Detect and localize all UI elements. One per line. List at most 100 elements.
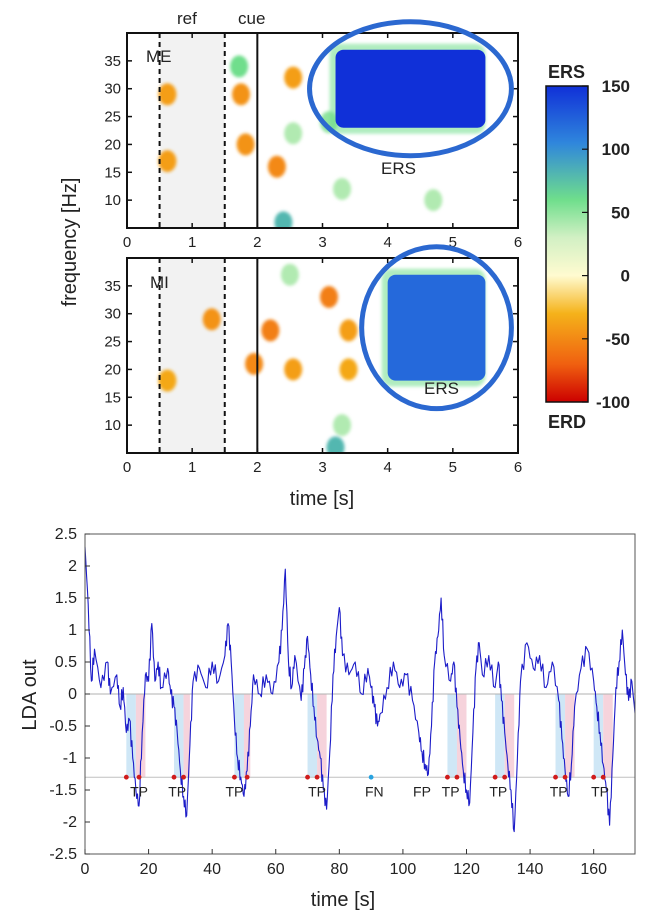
ers-region-mi [387, 274, 486, 381]
event-marker [445, 774, 450, 780]
y-tick-label: 20 [104, 361, 121, 378]
x-tick-label: 100 [390, 861, 417, 878]
event-marker [553, 774, 558, 780]
event-marker [244, 774, 250, 780]
y-tick-label: 0 [68, 686, 77, 703]
lda-reference-lines [85, 693, 635, 778]
event-marker [368, 774, 374, 780]
detection-window-pink [565, 694, 575, 778]
ers-annotation-me: ERS [381, 159, 416, 178]
colorbar-tick-label: -100 [596, 393, 630, 412]
x-tick-label: 5 [449, 459, 457, 476]
y-tick-label: 2 [68, 558, 77, 575]
detection-window-pink [504, 694, 515, 778]
x-tick-label: 2 [253, 459, 261, 476]
event-marker [502, 774, 508, 780]
heatmap-blob-me [158, 83, 177, 106]
y-tick-label: -1.5 [49, 782, 77, 799]
y-tick-label: 20 [104, 136, 121, 153]
heatmap-me-blobs [158, 33, 486, 228]
event-marker [123, 774, 129, 780]
x-tick-label: 0 [123, 459, 131, 476]
heatmap-blob-me [284, 122, 303, 145]
y-tick-label: -1 [63, 750, 77, 767]
lda-ylabel: LDA out [19, 659, 41, 731]
x-tick-label: 40 [203, 861, 221, 878]
x-tick-label: 160 [580, 861, 607, 878]
y-tick-label: 15 [104, 164, 121, 181]
heatmap-blob-me [236, 133, 255, 156]
detection-window-blue [174, 694, 184, 778]
event-marker [492, 774, 498, 780]
event-label: FP [413, 783, 431, 799]
event-marker [171, 774, 177, 780]
x-tick-label: 1 [188, 234, 196, 251]
y-tick-label: 35 [104, 53, 121, 70]
event-marker [600, 774, 606, 780]
detection-window-pink [603, 694, 613, 778]
heatmap-blob-mi [284, 358, 303, 381]
event-label: TP [591, 783, 609, 799]
event-marker [454, 774, 460, 780]
colorbar-bottom-label: ERD [548, 412, 586, 432]
y-tick-label: 30 [104, 306, 121, 323]
detection-window-blue [593, 694, 604, 778]
heatmap-blob-mi [158, 369, 177, 392]
x-tick-label: 2 [253, 234, 261, 251]
x-tick-label: 20 [140, 861, 158, 878]
y-tick-label: 15 [104, 389, 121, 406]
event-label: FN [365, 783, 384, 799]
ref-marker-label: ref [177, 9, 197, 28]
detection-window-pink [456, 694, 467, 778]
y-tick-label: 0.5 [55, 654, 77, 671]
colorbar: ERS 150 100 50 0 -50 -100 ERD [545, 62, 630, 432]
heatmap-blob-mi [326, 436, 345, 453]
lda-series [84, 546, 636, 833]
detection-window-blue [447, 694, 457, 778]
heatmap-xlabel: time [s] [290, 488, 354, 510]
heatmap-mi: 0 1 2 3 4 5 6 10 15 20 25 30 35 MI ERS [104, 257, 522, 476]
x-tick-label: 4 [383, 459, 391, 476]
y-tick-label: -2 [63, 814, 77, 831]
reference-window-mi [159, 258, 225, 453]
heatmap-blob-me [424, 189, 443, 212]
y-tick-label: 1 [68, 622, 77, 639]
detection-window-pink [243, 694, 251, 778]
heatmap-me-ticks: 0 1 2 3 4 5 6 10 15 20 25 30 35 [104, 33, 522, 251]
y-tick-label: 1.5 [55, 590, 77, 607]
event-marker [591, 774, 597, 780]
event-label: TP [168, 783, 186, 799]
y-tick-label: 2.5 [55, 526, 77, 543]
y-tick-label: 35 [104, 278, 121, 295]
detection-window-blue [555, 694, 566, 778]
x-tick-label: 140 [517, 861, 544, 878]
colorbar-tick-label: -50 [605, 330, 630, 349]
heatmap-me: 0 1 2 3 4 5 6 10 15 20 25 30 35 ME ref cue ERS [104, 9, 522, 251]
event-marker [136, 774, 142, 780]
heatmap-blob-me [267, 155, 286, 178]
x-tick-label: 120 [453, 861, 480, 878]
colorbar-tick-label: 150 [602, 77, 630, 96]
x-tick-label: 0 [123, 234, 131, 251]
y-tick-label: -2.5 [49, 846, 77, 863]
lda-events: TP TP TP TP FN FP TP TP TP TP [123, 774, 609, 799]
heatmap-blob-me [230, 55, 249, 78]
detection-window-pink [183, 694, 190, 778]
heatmap-blob-mi [339, 358, 358, 381]
heatmap-blob-me [232, 83, 251, 106]
colorbar-tick-label: 0 [621, 267, 630, 286]
heatmap-blob-mi [333, 414, 352, 437]
y-tick-label: -0.5 [49, 718, 77, 735]
event-marker [314, 774, 320, 780]
x-tick-label: 4 [383, 234, 391, 251]
lda-xlabel: time [s] [311, 889, 375, 911]
colorbar-top-label: ERS [548, 62, 585, 82]
heatmap-blob-mi [280, 263, 299, 286]
lda-ticks: 0 20 40 60 80 100 120 140 160 2.5 2 1.5 1 0.5 0 -0.5 -1 -… [49, 526, 607, 878]
heatmap-blob-mi [320, 286, 339, 308]
x-tick-label: 6 [514, 459, 522, 476]
ers-highlight-ellipse [307, 19, 514, 159]
y-tick-label: 10 [104, 417, 121, 434]
lda-chart: TP TP TP TP FN FP TP TP TP TP 0 20 40 60 80 100 120 140 1… [19, 526, 636, 911]
